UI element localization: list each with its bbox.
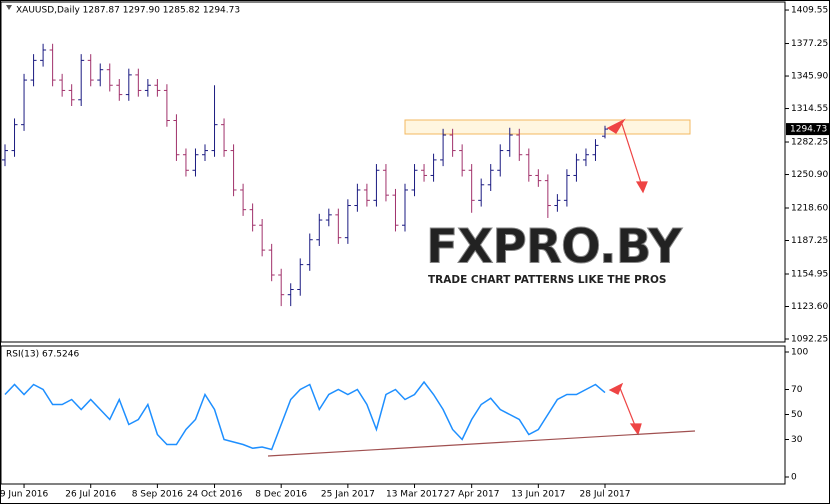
x-tick-label: 25 Jan 2017 xyxy=(321,490,375,500)
arrow-head xyxy=(635,181,648,194)
y-tick-label: 1377.25 xyxy=(791,39,828,49)
y-tick-label: 1123.60 xyxy=(791,302,828,312)
arrow-head xyxy=(608,382,624,395)
x-tick-label: 26 Jul 2016 xyxy=(65,490,116,500)
arrow-head xyxy=(629,423,642,436)
y-tick-label: 1314.55 xyxy=(791,104,828,114)
last-price-label: 1294.73 xyxy=(790,125,827,135)
price-panel xyxy=(0,1,786,343)
rsi-title: RSI(13) 67.5246 xyxy=(6,350,79,360)
y-tick-label: 1092.25 xyxy=(791,335,828,345)
x-tick-label: 13 Jun 2017 xyxy=(511,490,565,500)
y-tick-label: 1250.90 xyxy=(791,170,828,180)
x-tick-label: 8 Sep 2016 xyxy=(132,490,184,500)
x-tick-label: 8 Dec 2016 xyxy=(255,490,307,500)
menu-marker xyxy=(6,5,12,10)
rsi-trendline xyxy=(267,430,696,457)
arrow-head xyxy=(606,118,626,134)
y-tick-label: 30 xyxy=(791,435,803,445)
slogan-bg xyxy=(425,272,655,287)
y-tick-label: 1218.60 xyxy=(791,204,828,214)
x-tick-label: 24 Oct 2016 xyxy=(187,490,243,500)
y-tick-label: 1154.95 xyxy=(791,270,828,280)
y-tick-label: 1409.55 xyxy=(791,6,828,16)
y-tick-label: 50 xyxy=(791,410,803,420)
rsi-line xyxy=(4,380,606,451)
x-tick-label: 27 Apr 2017 xyxy=(444,490,500,500)
y-tick-label: 100 xyxy=(791,348,808,358)
y-tick-label: 70 xyxy=(791,385,803,395)
x-tick-label: 9 Jun 2016 xyxy=(0,490,49,500)
watermark-slogan: TRADE CHART PATTERNS LIKE THE PROS xyxy=(428,274,666,286)
y-tick-label: 1345.90 xyxy=(791,72,828,82)
arrow-line xyxy=(619,387,637,429)
last-price-bg xyxy=(786,123,829,136)
y-tick-label: 0 xyxy=(791,473,797,483)
y-tick-label: 1187.25 xyxy=(791,236,828,246)
arrow-line xyxy=(621,123,643,187)
chart-title: XAUUSD,Daily 1287.87 1297.90 1285.82 129… xyxy=(16,6,240,16)
resistance-zone xyxy=(404,119,691,135)
arrows xyxy=(606,118,648,436)
y-tick-label: 1282.25 xyxy=(791,138,828,148)
x-tick-label: 28 Jul 2017 xyxy=(580,490,631,500)
watermark-brand: FXPRO.BY xyxy=(426,220,683,275)
x-tick-label: 13 Mar 2017 xyxy=(386,490,443,500)
